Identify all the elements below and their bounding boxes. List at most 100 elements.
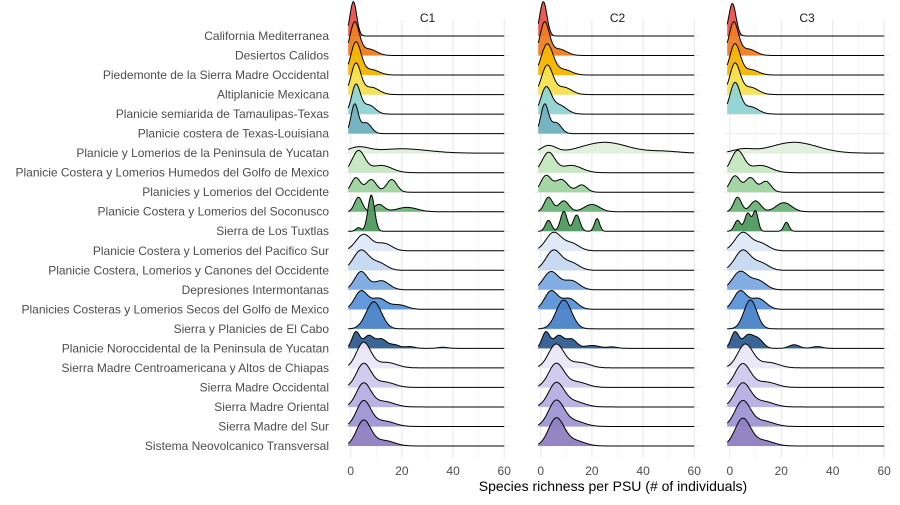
ridge-outline — [726, 343, 885, 369]
ridge-outline — [726, 81, 885, 115]
ridge-outline — [726, 417, 885, 447]
region-label: Sierra Madre Oriental — [214, 400, 329, 414]
ridge-outline — [537, 343, 695, 369]
ridge-outline — [347, 419, 505, 447]
ridge-outline — [537, 174, 695, 193]
ridge-area — [727, 197, 885, 212]
ridge-area — [727, 62, 885, 95]
region-label: Planicie Costera y Lomerios del Soconusc… — [98, 205, 330, 219]
region-label: Sistema Neovolcanico Transversal — [145, 439, 329, 453]
facet-title: C2 — [610, 11, 626, 25]
ridge-outline — [347, 62, 505, 96]
ridge-outline — [537, 103, 695, 135]
region-label: Sierra Madre Occidental — [200, 380, 329, 394]
ridge-area — [727, 232, 885, 251]
ridge-outline — [538, 141, 695, 154]
ridge-outline — [726, 249, 885, 271]
region-label: Planicie Noroccidental de la Peninsula d… — [62, 341, 329, 355]
ridge-outline — [347, 249, 505, 271]
ridge-area — [348, 195, 505, 232]
ridge-outline — [537, 249, 695, 271]
ridge-outline — [348, 301, 505, 330]
ridge-outline — [726, 382, 885, 408]
region-label: Planicie y Lomerios de la Peninsula de Y… — [76, 146, 329, 160]
ridge-area — [348, 249, 505, 271]
ridge-area — [727, 175, 885, 193]
x-tick-label: 20 — [585, 464, 599, 478]
ridge-area — [727, 21, 885, 56]
ridge-area — [727, 210, 885, 232]
ridge-outline — [726, 270, 885, 291]
ridge-area — [538, 21, 695, 56]
ridge-area — [348, 150, 505, 173]
ridge-outline — [347, 233, 505, 252]
x-tick-label: 20 — [395, 464, 409, 478]
facet-title: C3 — [799, 11, 815, 25]
ridge-area — [727, 142, 885, 154]
ridge-outline — [537, 85, 695, 115]
ridge-area — [538, 103, 695, 134]
x-tick-label: 0 — [537, 464, 544, 478]
ridge-outline — [347, 1, 505, 37]
ridge-area — [348, 290, 505, 310]
ridge-outline — [537, 21, 695, 56]
facet-title: C1 — [420, 11, 436, 25]
region-label: Altiplanicie Mexicana — [217, 88, 329, 102]
ridge-outline — [537, 417, 695, 447]
ridge-area — [538, 249, 695, 271]
ridge-outline — [347, 41, 505, 76]
region-label: Piedemonte de la Sierra Madre Occidental — [103, 68, 329, 82]
ridge-area — [538, 271, 695, 290]
ridge-area — [538, 65, 695, 95]
region-label: California Mediterranea — [204, 29, 329, 43]
ridge-area — [727, 82, 885, 115]
x-tick-label: 0 — [726, 464, 733, 478]
ridge-outline — [347, 382, 505, 408]
region-label: Planicie semiarida de Tamaulipas-Texas — [116, 107, 329, 121]
ridge-area — [538, 197, 695, 212]
ridge-outline — [348, 146, 505, 154]
ridge-outline — [726, 43, 885, 76]
region-label: Planicies Costeras y Lomerios Secos del … — [22, 302, 330, 316]
ridge-outline — [537, 331, 695, 349]
ridge-area — [538, 300, 695, 329]
ridge-outline — [347, 400, 505, 427]
region-label: Planicies y Lomerios del Occidente — [142, 185, 329, 199]
region-label: Sierra y Planicies de El Cabo — [174, 322, 330, 336]
region-label: Desiertos Calidos — [235, 49, 329, 63]
x-tick-label: 60 — [878, 464, 892, 478]
ridge-area — [727, 300, 885, 329]
ridge-outline — [726, 2, 885, 37]
ridge-outline — [348, 194, 505, 232]
ridge-outline — [537, 231, 695, 252]
ridge-area — [727, 271, 885, 290]
region-label: Sierra de Los Tuxtlas — [216, 224, 329, 238]
ridge-outline — [537, 289, 695, 310]
ridge-outline — [726, 331, 885, 349]
ridge-outline — [537, 64, 695, 96]
x-tick-label: 0 — [347, 464, 354, 478]
ridge-outline — [538, 381, 695, 408]
region-label: Sierra Madre del Sur — [218, 419, 329, 433]
x-tick-label: 40 — [826, 464, 840, 478]
ridge-outline — [727, 299, 885, 330]
ridge-area — [348, 146, 505, 154]
ridge-outline — [538, 299, 695, 330]
region-label: Planicie Costera y Lomerios Humedos del … — [16, 166, 330, 180]
region-label: Depresiones Intermontanas — [182, 283, 329, 297]
ridge-area — [727, 43, 885, 76]
ridge-outline — [537, 271, 695, 291]
ridge-outline — [726, 175, 885, 193]
ridge-area — [727, 150, 885, 173]
ridge-area — [727, 249, 885, 271]
ridge-area — [348, 271, 505, 290]
ridge-area — [727, 290, 885, 310]
ridge-outline — [347, 289, 505, 310]
ridge-outline — [538, 196, 695, 213]
ridge-area — [727, 418, 885, 446]
ridge-outline — [726, 289, 885, 310]
ridge-outline — [538, 210, 695, 232]
region-label: Planicie Costera, Lomerios y Canones del… — [48, 263, 329, 277]
ridge-area — [348, 62, 505, 95]
ridge-area — [538, 142, 695, 154]
